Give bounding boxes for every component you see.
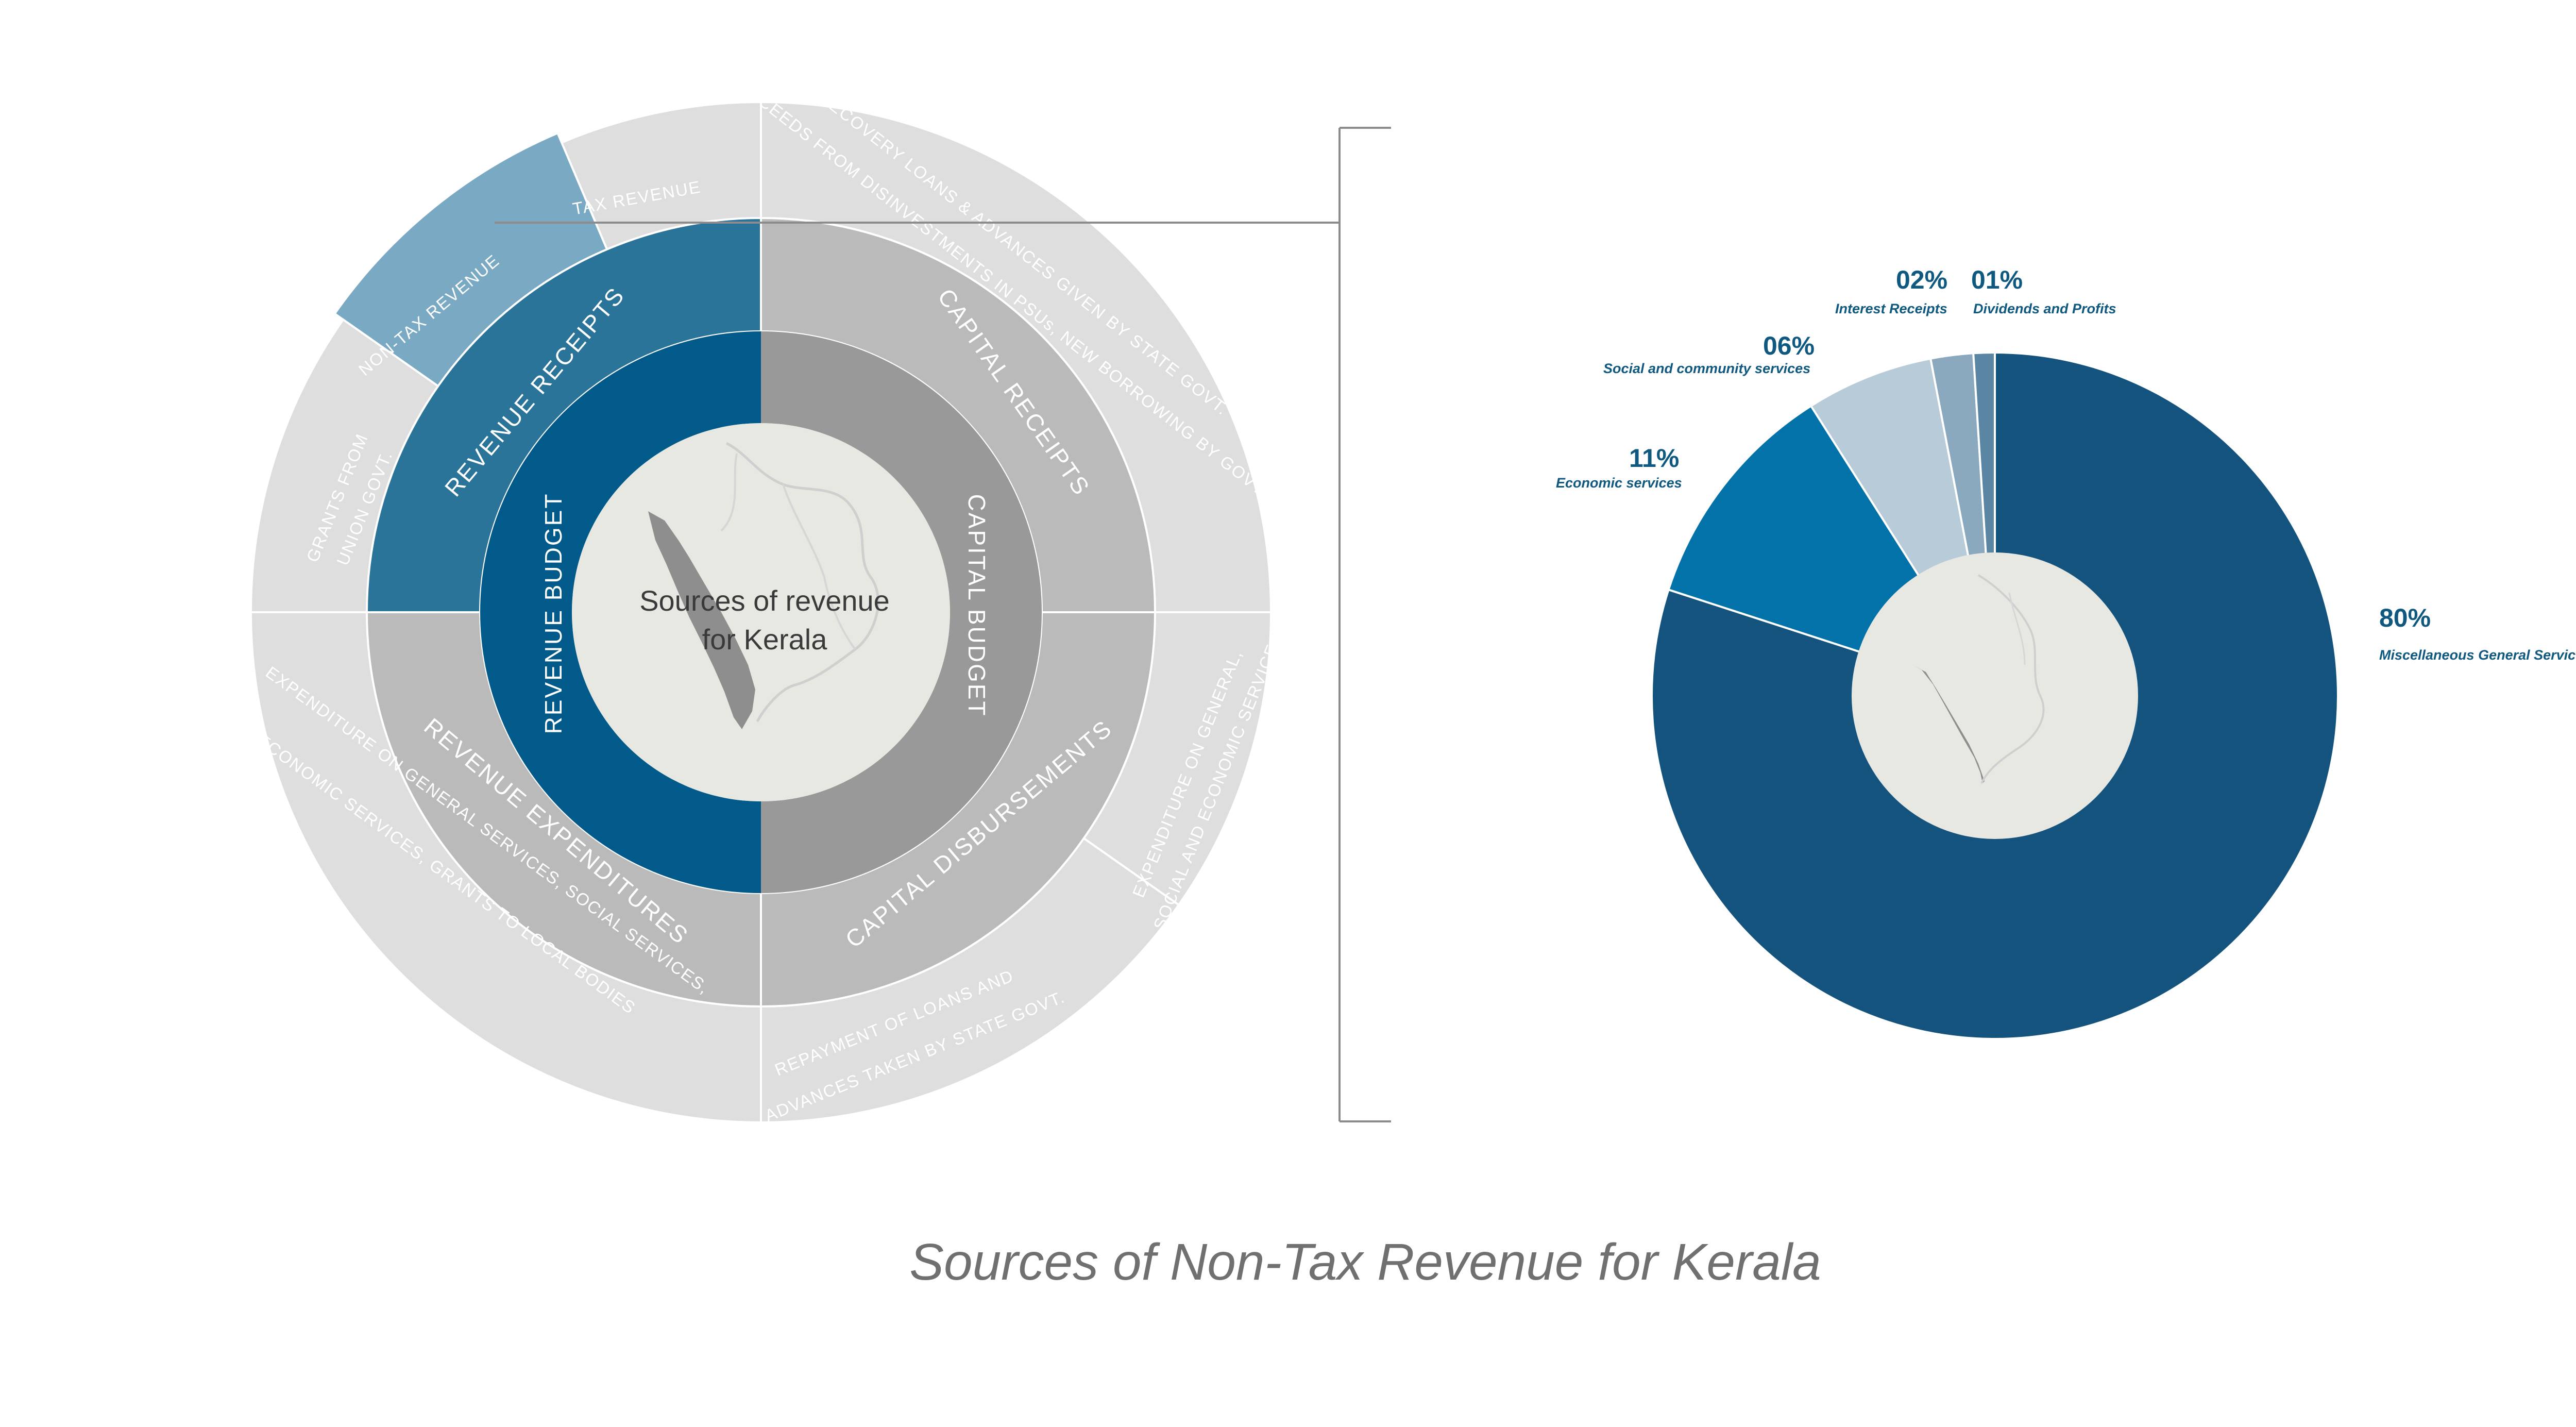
slice-label-social-community: Social and community services: [1603, 361, 1810, 376]
kerala-map-icon: [1912, 574, 2045, 784]
center-title-line-1: Sources of revenue: [639, 584, 890, 617]
inner-segment-revenue-budget: [480, 331, 761, 893]
slice-label-misc-general-services: Miscellaneous General Services: [2379, 647, 2576, 663]
inner-segment-capital-budget: [761, 331, 1042, 893]
slice-label-pct-dividends-profits: 01%: [1971, 265, 2023, 294]
slice-label-pct-misc-general-services: 80%: [2379, 603, 2431, 632]
page-title: Sources of Non-Tax Revenue for Kerala: [909, 1233, 1821, 1291]
slice-label-dividends-profits: Dividends and Profits: [1973, 301, 2116, 316]
slice-label-pct-social-community: 06%: [1763, 331, 1815, 360]
center-disc: [572, 423, 950, 801]
label-revenue-budget: REVENUE BUDGET: [540, 493, 567, 734]
slice-label-interest-receipts: Interest Receipts: [1835, 301, 1947, 316]
pie-labels: 80% Miscellaneous General Services 11% E…: [1556, 265, 2576, 663]
middle-ring: [365, 216, 1157, 1008]
center-title-line-2: for Kerala: [702, 623, 828, 656]
inner-ring: [480, 331, 1042, 893]
slice-label-pct-interest-receipts: 02%: [1896, 265, 1947, 294]
slice-label-economic-services: Economic services: [1556, 475, 1682, 491]
label-capital-budget: CAPITAL BUDGET: [963, 494, 990, 717]
pie-center-disc: [1852, 552, 2138, 839]
kerala-map-icon: [648, 442, 879, 729]
pie-center: [1852, 552, 2138, 839]
slice-label-pct-economic-services: 11%: [1629, 444, 1679, 473]
connector-bracket: [495, 127, 1391, 1122]
